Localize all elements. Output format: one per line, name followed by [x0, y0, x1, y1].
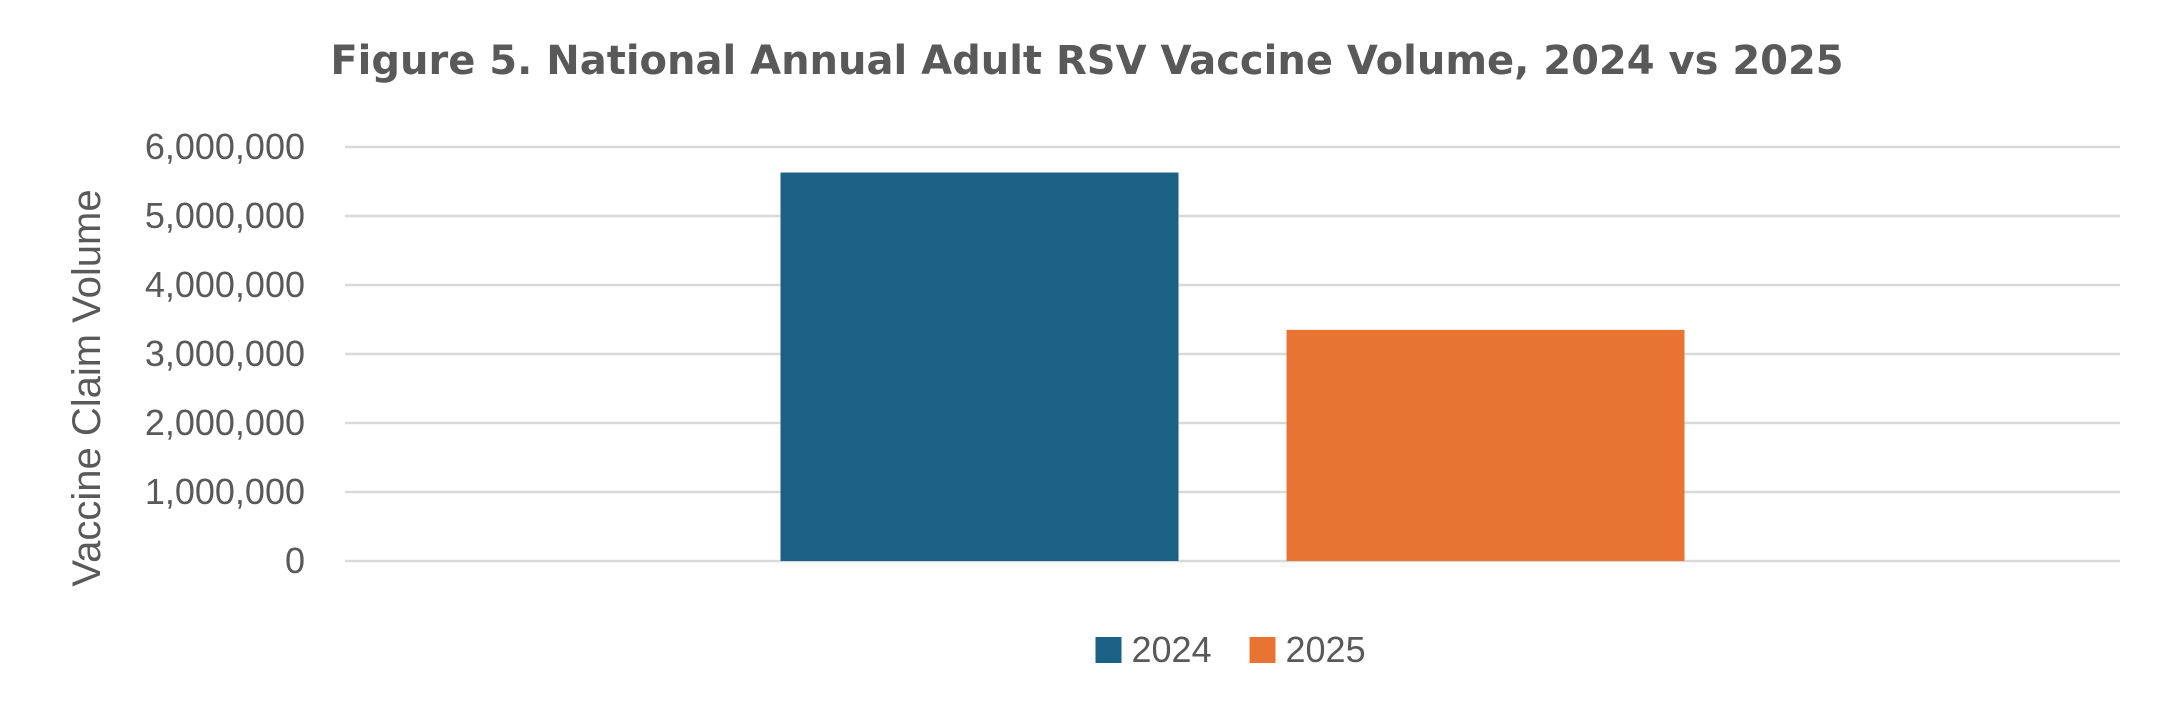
y-tick-label: 2,000,000: [145, 402, 305, 443]
y-tick-label: 5,000,000: [145, 195, 305, 236]
legend-item-2024: 2024: [1095, 629, 1212, 670]
y-axis-label: Vaccine Claim Volume: [65, 189, 109, 586]
gridlines: [345, 145, 2120, 563]
bars: [780, 172, 1685, 561]
y-tick-label: 1,000,000: [145, 471, 305, 512]
legend-label: 2025: [1286, 629, 1366, 670]
bar-2024: [780, 172, 1179, 561]
y-tick-label: 6,000,000: [145, 126, 305, 167]
y-tick-label: 3,000,000: [145, 333, 305, 374]
legend-label: 2024: [1132, 629, 1212, 670]
legend-item-2025: 2025: [1249, 629, 1366, 670]
y-tick-label: 0: [285, 540, 305, 581]
bar-2025: [1286, 329, 1685, 561]
y-tick-label: 4,000,000: [145, 264, 305, 305]
legend-swatch: [1249, 637, 1276, 663]
chart-title: Figure 5. National Annual Adult RSV Vacc…: [330, 38, 1843, 84]
legend: 2024 2025: [1095, 629, 1366, 670]
y-axis-tick-labels: 0 1,000,000 2,000,000 3,000,000 4,000,000 5,0…: [145, 126, 305, 581]
legend-swatch: [1095, 637, 1122, 663]
